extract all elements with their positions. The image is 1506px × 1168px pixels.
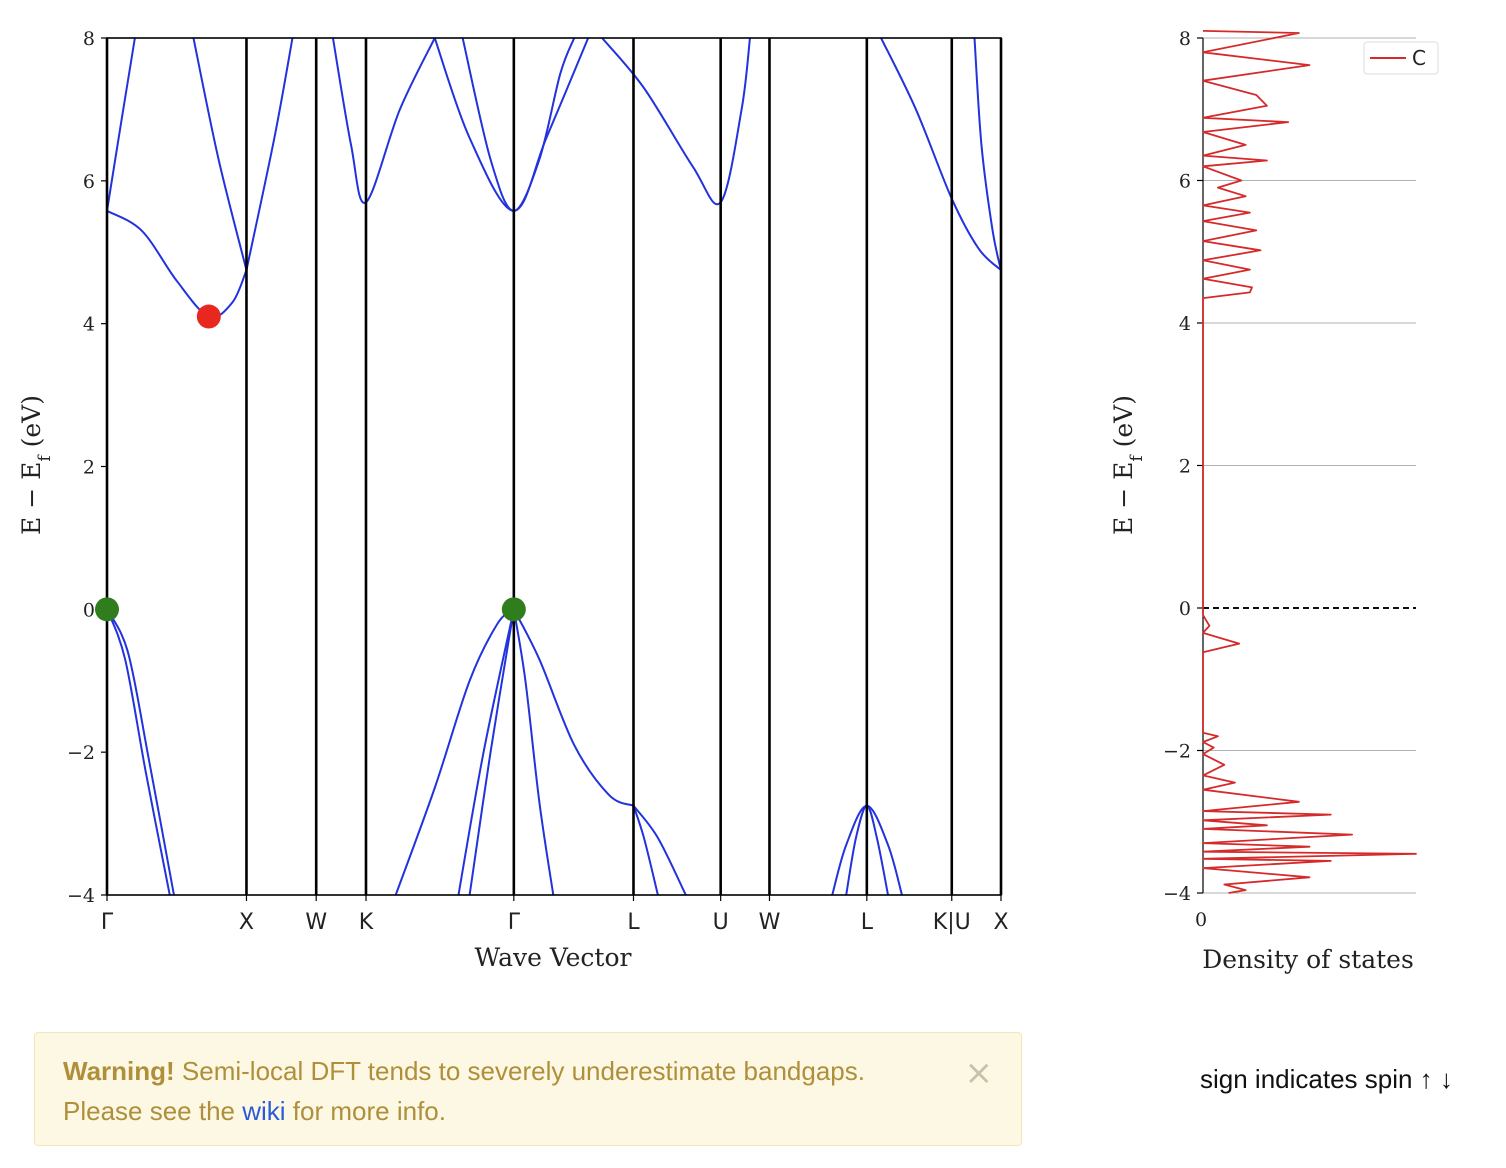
dos-series (1202, 30, 1417, 894)
dos-line-C (1202, 30, 1417, 894)
y-tick-label: 6 (1179, 171, 1191, 193)
x-tick-label: L (861, 910, 874, 935)
grid-lines (1203, 37, 1416, 894)
x-tick-label: X (239, 910, 254, 935)
band-line-v8 (632, 805, 687, 895)
x-tick-label: Γ (101, 910, 114, 935)
cbm-marker (196, 304, 221, 329)
band-line-c3 (192, 38, 248, 271)
y-tick-label: 4 (1179, 313, 1191, 335)
x-tick-label: U (713, 910, 729, 935)
y-tick-label: 8 (83, 28, 95, 50)
band-line-v5 (468, 609, 515, 895)
high-symmetry-lines (245, 38, 954, 895)
x-tick-label: L (627, 910, 640, 935)
y-tick-label: 6 (83, 171, 95, 193)
x-tick-label: Γ (508, 910, 521, 935)
y-tick-label: 8 (1179, 28, 1191, 50)
y-tick-label: −2 (67, 742, 95, 764)
y-axis-title: E − Ef (eV) (17, 395, 55, 535)
x-axis-title: Density of states (1202, 945, 1414, 974)
close-icon[interactable]: × (964, 1053, 994, 1093)
band-line-v9 (632, 805, 659, 895)
band-line-v1 (107, 608, 175, 895)
x-axis-title: Wave Vector (475, 943, 632, 972)
legend: C (1363, 41, 1439, 75)
x-ticks: Γ X W K Γ L U W L K|U X (101, 895, 1009, 935)
band-line-v2 (107, 608, 171, 895)
y-tick-label: 4 (83, 314, 95, 336)
legend-label: C (1412, 46, 1426, 70)
y-tick-label: 0 (83, 599, 95, 621)
vbm-marker (501, 597, 526, 622)
band-line-c5 (331, 38, 436, 204)
y-tick-label: 0 (1179, 598, 1191, 620)
dos-chart: −4 −2 0 2 4 6 8 C 0 Density of states E − Ef (… (1109, 28, 1439, 974)
band-line-c7 (433, 38, 590, 212)
band-line-v3 (394, 608, 515, 895)
bandgap-warning-alert: Warning! Semi-local DFT tends to severel… (34, 1032, 1022, 1146)
x-tick-label-0: 0 (1195, 909, 1207, 931)
wiki-link[interactable]: wiki (242, 1096, 286, 1126)
band-structure-chart: −4 −2 0 2 4 6 8 Γ X W K Γ L U W L K|U X Wave Vector E − … (17, 28, 1009, 972)
band-line-v6 (512, 608, 634, 807)
y-axis-title: E − Ef (eV) (1109, 395, 1147, 535)
y-tick-label: −4 (1163, 883, 1191, 905)
band-line-c10 (973, 38, 1001, 271)
extrema-markers (95, 304, 526, 622)
x-tick-label: W (759, 910, 781, 935)
warning-text-after: for more info. (285, 1096, 446, 1126)
band-line-c9 (880, 38, 1001, 271)
y-ticks: −4 −2 0 2 4 6 8 (1163, 28, 1203, 905)
y-tick-label: 2 (1179, 456, 1191, 478)
warning-strong: Warning! (63, 1056, 175, 1086)
vbm-marker (95, 597, 119, 622)
band-line-c8 (601, 38, 751, 206)
x-tick-label: W (305, 910, 327, 935)
band-line-v4 (457, 609, 515, 895)
warning-text-before: Semi-local DFT tends to severely underes… (63, 1056, 865, 1126)
y-tick-label: −2 (1163, 741, 1191, 763)
spin-note: sign indicates spin ↑ ↓ (1200, 1064, 1453, 1094)
band-line-v7 (512, 609, 555, 895)
band-line-c6 (461, 38, 576, 212)
band-lines (107, 38, 1001, 895)
y-tick-label: −4 (67, 885, 95, 907)
band-line-c4 (245, 38, 294, 271)
x-tick-label: K|U (933, 910, 971, 935)
y-ticks: −4 −2 0 2 4 6 8 (67, 28, 107, 907)
band-line-c1 (107, 209, 248, 319)
x-tick-label: K (359, 910, 374, 935)
band-line-c2 (107, 38, 136, 211)
y-tick-label: 2 (83, 457, 95, 479)
x-tick-label: X (993, 910, 1008, 935)
